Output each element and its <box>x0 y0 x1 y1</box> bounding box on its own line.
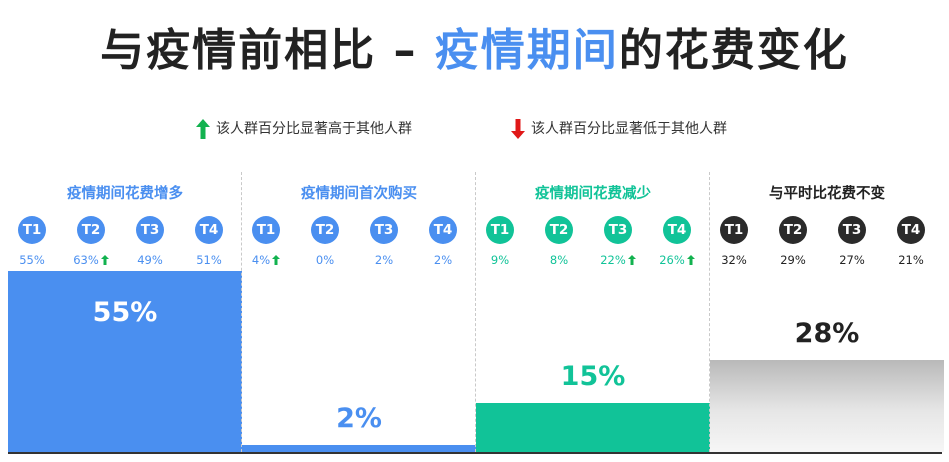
legend-down: 该人群百分比显著低于其他人群 <box>511 118 727 139</box>
legend-up: 该人群百分比显著高于其他人群 <box>196 118 412 139</box>
baseline <box>8 452 942 454</box>
tier-value-label: 0% <box>315 253 335 267</box>
divider <box>709 172 710 452</box>
panel-title: 疫情期间花费减少 <box>535 186 651 202</box>
tier-badge: T3 <box>370 216 398 244</box>
tier-value: 51% <box>181 253 237 267</box>
tier-badge: T2 <box>311 216 339 244</box>
divider <box>475 172 476 452</box>
title-part1: 与疫情前相比 – <box>100 25 435 76</box>
bar <box>710 359 944 452</box>
up-arrow-icon <box>627 255 636 265</box>
tier-value-label: 2% <box>374 253 394 267</box>
panel-title: 疫情期间首次购买 <box>301 186 417 202</box>
title-highlight: 疫情期间 <box>434 25 619 76</box>
tier-value-label: 21% <box>898 253 924 267</box>
up-arrow-icon <box>272 255 281 265</box>
legend-down-label: 该人群百分比显著低于其他人群 <box>531 121 727 137</box>
tier-value: 27% <box>824 253 880 267</box>
bar-value-label: 55% <box>92 296 158 328</box>
tier-value-label: 63% <box>73 253 99 267</box>
tier-badge: T2 <box>779 216 807 244</box>
tier-badge: T3 <box>136 216 164 244</box>
bar <box>8 270 242 452</box>
tier-value: 32% <box>706 253 762 267</box>
tier-value-label: 32% <box>721 253 747 267</box>
chart-panel: 疫情期间花费增多 T1 55% T2 63% T3 49% T4 51% 55% <box>8 170 242 460</box>
tier-badge: T4 <box>663 216 691 244</box>
tier-badge: T1 <box>252 216 280 244</box>
tier-value: 0% <box>297 253 353 267</box>
tier-badge: T4 <box>897 216 925 244</box>
tier-value-label: 9% <box>490 253 510 267</box>
tier-badge: T2 <box>77 216 105 244</box>
tier-value-label: 26% <box>659 253 685 267</box>
up-arrow-icon <box>686 255 695 265</box>
tier-badge: T2 <box>545 216 573 244</box>
bar-value-label: 15% <box>560 360 626 392</box>
tier-value-label: 8% <box>549 253 569 267</box>
tier-badge: T4 <box>195 216 223 244</box>
down-arrow-icon <box>511 119 525 139</box>
panel-title: 与平时比花费不变 <box>769 186 885 202</box>
up-arrow-icon <box>100 255 109 265</box>
panel-title: 疫情期间花费增多 <box>67 186 183 202</box>
tier-value-label: 51% <box>196 253 222 267</box>
tier-value-label: 2% <box>433 253 453 267</box>
chart-panel: 疫情期间首次购买 T1 4% T2 0% T3 2% T4 2% 2% <box>242 170 476 460</box>
tier-value: 4% <box>238 253 294 267</box>
tier-value: 63% <box>63 253 119 267</box>
tier-value: 26% <box>649 253 705 267</box>
divider <box>241 172 242 452</box>
tier-value: 9% <box>472 253 528 267</box>
tier-value: 2% <box>356 253 412 267</box>
tier-badge: T3 <box>838 216 866 244</box>
tier-badge: T4 <box>429 216 457 244</box>
tier-value-label: 27% <box>839 253 865 267</box>
tier-value: 22% <box>590 253 646 267</box>
tier-value-label: 29% <box>780 253 806 267</box>
tier-value: 21% <box>883 253 939 267</box>
tier-value-label: 22% <box>600 253 626 267</box>
up-arrow-icon <box>196 119 210 139</box>
tier-value-label: 4% <box>251 253 271 267</box>
tier-badge: T1 <box>720 216 748 244</box>
title-part2: 的花费变化 <box>618 25 849 76</box>
chart-panel: 与平时比花费不变 T1 32% T2 29% T3 27% T4 21% 28% <box>710 170 944 460</box>
tier-badge: T3 <box>604 216 632 244</box>
page-title: 与疫情前相比 – 疫情期间的花费变化 <box>0 14 949 78</box>
bar-value-label: 28% <box>794 317 860 349</box>
bar <box>476 402 710 452</box>
tier-value: 2% <box>415 253 471 267</box>
bar-value-label: 2% <box>336 403 382 435</box>
bar <box>242 445 476 452</box>
tier-value-label: 55% <box>19 253 45 267</box>
tier-value: 29% <box>765 253 821 267</box>
tier-value: 8% <box>531 253 587 267</box>
tier-value-label: 49% <box>137 253 163 267</box>
tier-badge: T1 <box>486 216 514 244</box>
tier-value: 49% <box>122 253 178 267</box>
legend-up-label: 该人群百分比显著高于其他人群 <box>216 121 412 137</box>
tier-value: 55% <box>4 253 60 267</box>
chart-panel: 疫情期间花费减少 T1 9% T2 8% T3 22% T4 26% 15% <box>476 170 710 460</box>
tier-badge: T1 <box>18 216 46 244</box>
